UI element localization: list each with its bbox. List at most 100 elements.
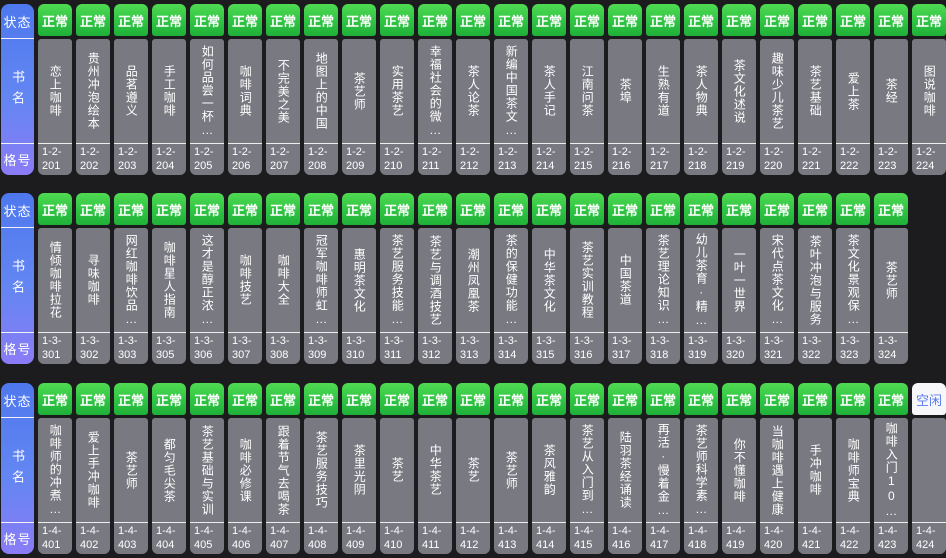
slot-status-badge[interactable]: 正常 — [456, 4, 490, 36]
slot-status-badge[interactable]: 正常 — [76, 193, 110, 225]
slot-status-badge[interactable]: 正常 — [494, 193, 528, 225]
slot-status-badge[interactable]: 正常 — [38, 4, 72, 36]
slot-status-badge[interactable]: 正常 — [760, 4, 794, 36]
slot-status-badge[interactable]: 正常 — [190, 4, 224, 36]
book-slot[interactable]: 正常 茶艺基础与实训 1-4- 405 — [190, 383, 224, 554]
book-slot[interactable]: 正常 茶经 1-2- 223 — [874, 4, 908, 175]
slot-status-badge[interactable]: 正常 — [228, 383, 262, 415]
book-slot[interactable]: 正常 生熟有道 1-2- 217 — [646, 4, 680, 175]
book-slot[interactable]: 空闲 1-4- 424 — [912, 383, 946, 554]
book-slot[interactable]: 正常 茶人物典 1-2- 218 — [684, 4, 718, 175]
slot-status-badge[interactable]: 正常 — [266, 4, 300, 36]
slot-status-badge[interactable]: 正常 — [304, 4, 338, 36]
book-slot[interactable]: 正常 咖啡大全 1-3- 308 — [266, 193, 300, 364]
slot-status-badge[interactable]: 正常 — [760, 383, 794, 415]
book-slot[interactable]: 正常 爱上手冲咖啡 1-4- 402 — [76, 383, 110, 554]
book-slot[interactable]: 正常 咖啡师的冲煮… 1-4- 401 — [38, 383, 72, 554]
slot-status-badge[interactable]: 正常 — [380, 383, 414, 415]
book-slot[interactable]: 正常 咖啡词典 1-2- 206 — [228, 4, 262, 175]
slot-status-badge[interactable]: 正常 — [836, 4, 870, 36]
book-slot[interactable]: 正常 茶人论茶 1-2- 212 — [456, 4, 490, 175]
book-slot[interactable]: 正常 如何品尝一杯… 1-2- 205 — [190, 4, 224, 175]
book-slot[interactable]: 正常 新编中国茶文… 1-2- 213 — [494, 4, 528, 175]
slot-status-badge[interactable]: 正常 — [190, 193, 224, 225]
slot-status-badge[interactable]: 正常 — [266, 193, 300, 225]
slot-status-badge[interactable]: 正常 — [836, 383, 870, 415]
book-slot[interactable]: 正常 你不懂咖啡 1-4- 419 — [722, 383, 756, 554]
slot-status-badge[interactable]: 正常 — [570, 383, 604, 415]
book-slot[interactable]: 正常 寻味咖啡 1-3- 302 — [76, 193, 110, 364]
slot-status-badge[interactable]: 正常 — [608, 383, 642, 415]
slot-status-badge[interactable]: 空闲 — [912, 383, 946, 415]
book-slot[interactable]: 正常 中华茶艺 1-4- 411 — [418, 383, 452, 554]
slot-status-badge[interactable]: 正常 — [532, 4, 566, 36]
slot-status-badge[interactable]: 正常 — [874, 193, 908, 225]
slot-status-badge[interactable]: 正常 — [798, 4, 832, 36]
book-slot[interactable]: 正常 茶艺服务技能… 1-3- 311 — [380, 193, 414, 364]
slot-status-badge[interactable]: 正常 — [152, 193, 186, 225]
slot-status-badge[interactable]: 正常 — [836, 193, 870, 225]
book-slot[interactable]: 正常 宋代点茶文化… 1-3- 321 — [760, 193, 794, 364]
slot-status-badge[interactable]: 正常 — [570, 4, 604, 36]
book-slot[interactable]: 正常 冠军咖啡师虹… 1-3- 309 — [304, 193, 338, 364]
book-slot[interactable]: 正常 茶艺师 1-4- 413 — [494, 383, 528, 554]
slot-status-badge[interactable]: 正常 — [342, 383, 376, 415]
book-slot[interactable]: 正常 贵州冲泡绘本 1-2- 202 — [76, 4, 110, 175]
book-slot[interactable]: 正常 实用茶艺 1-2- 210 — [380, 4, 414, 175]
slot-status-badge[interactable]: 正常 — [304, 383, 338, 415]
slot-status-badge[interactable]: 正常 — [380, 193, 414, 225]
slot-status-badge[interactable]: 正常 — [912, 4, 946, 36]
book-slot[interactable]: 正常 茶文化景观保… 1-3- 323 — [836, 193, 870, 364]
slot-status-badge[interactable]: 正常 — [266, 383, 300, 415]
slot-status-badge[interactable]: 正常 — [228, 4, 262, 36]
slot-status-badge[interactable]: 正常 — [874, 4, 908, 36]
slot-status-badge[interactable]: 正常 — [342, 193, 376, 225]
slot-status-badge[interactable]: 正常 — [646, 4, 680, 36]
slot-status-badge[interactable]: 正常 — [456, 193, 490, 225]
slot-status-badge[interactable]: 正常 — [38, 193, 72, 225]
slot-status-badge[interactable]: 正常 — [760, 193, 794, 225]
slot-status-badge[interactable]: 正常 — [608, 193, 642, 225]
book-slot[interactable]: 正常 咖啡星人指南 1-3- 305 — [152, 193, 186, 364]
book-slot[interactable]: 正常 茶艺师 1-2- 209 — [342, 4, 376, 175]
book-slot[interactable]: 正常 茶文化述说 1-2- 219 — [722, 4, 756, 175]
book-slot[interactable]: 正常 茶艺师 1-4- 403 — [114, 383, 148, 554]
book-slot[interactable]: 正常 茶叶冲泡与服务 1-3- 322 — [798, 193, 832, 364]
book-slot[interactable]: 正常 惠明茶文化 1-3- 310 — [342, 193, 376, 364]
book-slot[interactable]: 正常 一叶一世界 1-3- 320 — [722, 193, 756, 364]
book-slot[interactable]: 正常 茶的保健功能… 1-3- 314 — [494, 193, 528, 364]
book-slot[interactable]: 正常 再活·慢着金… 1-4- 417 — [646, 383, 680, 554]
book-slot[interactable]: 正常 都匀毛尖茶 1-4- 404 — [152, 383, 186, 554]
slot-status-badge[interactable]: 正常 — [152, 383, 186, 415]
slot-status-badge[interactable]: 正常 — [646, 383, 680, 415]
book-slot[interactable]: 正常 茶艺 1-4- 410 — [380, 383, 414, 554]
slot-status-badge[interactable]: 正常 — [798, 383, 832, 415]
book-slot[interactable]: 正常 爱上茶 1-2- 222 — [836, 4, 870, 175]
slot-status-badge[interactable]: 正常 — [418, 4, 452, 36]
slot-status-badge[interactable]: 正常 — [380, 4, 414, 36]
book-slot[interactable]: 正常 幼儿茶育·精… 1-3- 319 — [684, 193, 718, 364]
book-slot[interactable]: 正常 幸福社会的微… 1-2- 211 — [418, 4, 452, 175]
slot-status-badge[interactable]: 正常 — [342, 4, 376, 36]
book-slot[interactable]: 正常 情倾咖啡拉花 1-3- 301 — [38, 193, 72, 364]
slot-status-badge[interactable]: 正常 — [798, 193, 832, 225]
book-slot[interactable]: 正常 趣味少儿茶艺 1-2- 220 — [760, 4, 794, 175]
book-slot[interactable]: 正常 这才是醇正浓… 1-3- 306 — [190, 193, 224, 364]
book-slot[interactable]: 正常 地图上的中国 1-2- 208 — [304, 4, 338, 175]
book-slot[interactable]: 正常 茶里光阴 1-4- 409 — [342, 383, 376, 554]
slot-status-badge[interactable]: 正常 — [684, 4, 718, 36]
slot-status-badge[interactable]: 正常 — [684, 193, 718, 225]
book-slot[interactable]: 正常 恋上咖啡 1-2- 201 — [38, 4, 72, 175]
book-slot[interactable]: 正常 茶艺实训教程 1-3- 316 — [570, 193, 604, 364]
book-slot[interactable]: 正常 手冲咖啡 1-4- 421 — [798, 383, 832, 554]
slot-status-badge[interactable]: 正常 — [570, 193, 604, 225]
slot-status-badge[interactable]: 正常 — [722, 383, 756, 415]
slot-status-badge[interactable]: 正常 — [418, 193, 452, 225]
book-slot[interactable]: 正常 咖啡师宝典 1-4- 422 — [836, 383, 870, 554]
book-slot[interactable]: 正常 茶艺与调酒技艺 1-3- 312 — [418, 193, 452, 364]
book-slot[interactable]: 正常 茶艺从入门到… 1-4- 415 — [570, 383, 604, 554]
book-slot[interactable]: 正常 图说咖啡 1-2- 224 — [912, 4, 946, 175]
book-slot[interactable]: 正常 茶埠 1-2- 216 — [608, 4, 642, 175]
book-slot[interactable]: 正常 咖啡技艺 1-3- 307 — [228, 193, 262, 364]
slot-status-badge[interactable]: 正常 — [646, 193, 680, 225]
